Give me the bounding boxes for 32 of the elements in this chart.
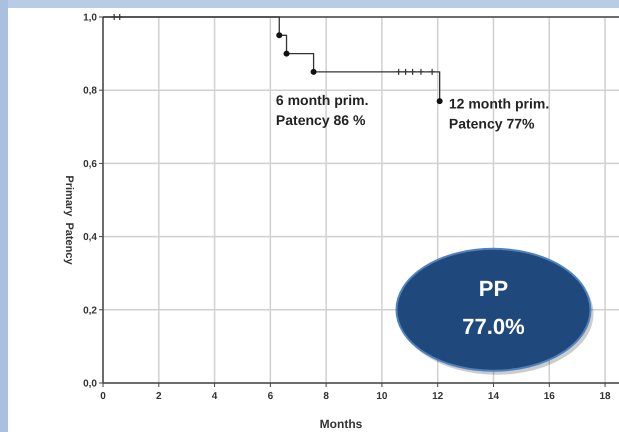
point [417,68,425,76]
x-tick-label: 14 [488,391,500,402]
x-tick-label: 6 [268,391,274,402]
point [284,50,290,57]
x-tick-label: 18 [599,391,612,402]
point [116,13,124,21]
x-tick-label: 8 [323,391,330,402]
y-tick-label: 0,0 [83,378,98,390]
point [436,98,443,104]
annotation: PP 77.0% [462,276,525,339]
y-tick-label: 0,4 [83,232,98,244]
x-tick-label: 4 [212,391,218,402]
y-tick-label: 1,0 [83,12,98,24]
point [276,32,282,38]
point [395,68,402,76]
x-tick-label: 10 [376,391,388,402]
y-tick-label: 0,6 [83,158,98,170]
point [428,68,436,76]
y-tick-label: 0,8 [83,86,98,97]
point [310,68,317,75]
point [402,68,410,76]
point [110,13,118,21]
x-axis-title: Months [320,417,363,431]
y-axis-title: Primary Patency [63,175,75,266]
x-tick-label: 12 [432,391,444,402]
point [409,68,416,76]
x-tick-label: 2 [156,391,162,402]
x-tick-label: 16 [544,391,556,402]
annotation: 12 month prim. Patency 77% [448,96,550,132]
annotation: 6 month prim. Patency 86 % [276,92,368,128]
x-tick-label: 0 [100,391,106,402]
y-tick-label: 0,2 [83,305,98,316]
